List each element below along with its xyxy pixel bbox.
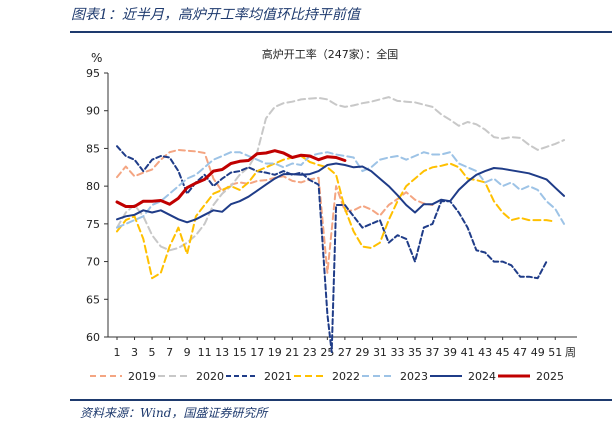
x-tick-label: 51 [548, 346, 562, 359]
y-tick-label: 75 [86, 218, 100, 231]
x-tick-label: 15 [233, 346, 247, 359]
x-tick-label: 27 [338, 346, 352, 359]
y-tick-label: 60 [86, 331, 100, 344]
x-tick-label: 1 [114, 346, 121, 359]
y-tick-label: 65 [86, 293, 100, 306]
chart-title: 高炉开工率（247家）：全国 [262, 47, 399, 61]
legend-label-2019: 2019 [128, 370, 156, 383]
series-line-2025 [115, 149, 347, 208]
x-tick-label: 9 [184, 346, 191, 359]
series-line-2022 [116, 155, 557, 280]
x-tick-label: 41 [461, 346, 475, 359]
figure-caption: 图表1：近半月，高炉开工率均值环比持平前值 [71, 7, 360, 23]
x-tick-label: 19 [268, 346, 282, 359]
legend-label-2022: 2022 [332, 370, 360, 383]
series-line-2024 [116, 162, 565, 224]
y-tick-label: 95 [86, 67, 100, 80]
y-axis-unit: % [91, 51, 102, 65]
x-tick-label: 11 [198, 346, 212, 359]
legend-label-2024: 2024 [468, 370, 496, 383]
x-tick-label: 43 [478, 346, 492, 359]
y-tick-label: 70 [86, 256, 100, 269]
x-tick-label: 13 [215, 346, 229, 359]
series-line-2023 [116, 151, 565, 229]
y-tick-label: 90 [86, 105, 100, 118]
series-line-2021 [116, 145, 548, 354]
x-tick-label: 5 [149, 346, 156, 359]
x-tick-label: 35 [408, 346, 422, 359]
x-tick-label: 23 [303, 346, 317, 359]
source-note: 资料来源：Wind，国盛证券研究所 [80, 406, 268, 420]
top-rule [70, 31, 612, 33]
legend-label-2021: 2021 [264, 370, 292, 383]
x-tick-label: 3 [131, 346, 138, 359]
x-tick-label: 31 [373, 346, 387, 359]
legend-label-2020: 2020 [196, 370, 224, 383]
x-tick-label: 49 [531, 346, 545, 359]
x-tick-label: 7 [166, 346, 173, 359]
x-tick-label: 39 [443, 346, 457, 359]
bottom-rule [70, 399, 612, 401]
series-line-2020 [116, 96, 565, 252]
x-tick-label: 37 [426, 346, 440, 359]
y-tick-label: 85 [86, 142, 100, 155]
y-tick-label: 80 [86, 180, 100, 193]
x-axis-unit: 周 [565, 346, 576, 359]
x-tick-label: 17 [250, 346, 264, 359]
x-tick-label: 33 [390, 346, 404, 359]
x-tick-label: 45 [496, 346, 510, 359]
x-tick-label: 21 [285, 346, 299, 359]
x-tick-label: 29 [355, 346, 369, 359]
x-tick-label: 47 [513, 346, 527, 359]
legend-label-2025: 2025 [536, 370, 564, 383]
legend-label-2023: 2023 [400, 370, 428, 383]
